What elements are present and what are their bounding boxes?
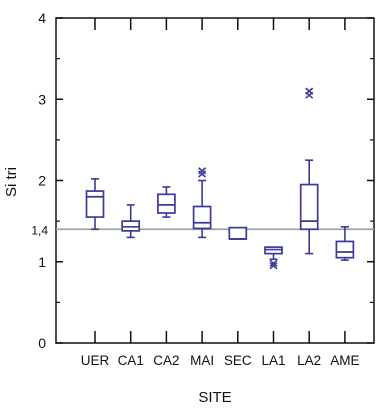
box-la2 [301, 88, 318, 254]
y-tick-label: 2 [38, 173, 46, 189]
x-tick-label: SEC [224, 353, 252, 368]
box-sec [229, 228, 246, 239]
box-la1 [265, 247, 282, 269]
y-tick-label: 1 [38, 254, 46, 270]
x-tick-label: AME [330, 353, 359, 368]
x-tick-label: CA2 [153, 353, 179, 368]
box-uer [87, 179, 104, 229]
y-tick-label: 0 [38, 335, 46, 351]
plot-area [56, 18, 374, 343]
iqr-box [194, 207, 211, 229]
reference-line-label: 1,4 [31, 223, 48, 237]
box-mai [194, 168, 211, 238]
y-axis-title: Si tri [3, 167, 20, 197]
outlier-point [306, 88, 313, 94]
outlier-point [199, 168, 206, 174]
box-ame [336, 227, 353, 260]
box-ca1 [122, 205, 139, 238]
x-tick-label: UER [81, 353, 110, 368]
y-tick-label: 4 [38, 10, 46, 26]
x-tick-label: MAI [190, 353, 214, 368]
iqr-box [301, 185, 318, 230]
iqr-box [87, 191, 104, 217]
x-tick-label: LA1 [261, 353, 285, 368]
iqr-box [336, 241, 353, 257]
x-tick-label: LA2 [297, 353, 321, 368]
iqr-box [158, 194, 175, 213]
box-ca2 [158, 187, 175, 217]
iqr-box [229, 228, 246, 239]
y-tick-label: 3 [38, 91, 46, 107]
x-tick-label: CA1 [118, 353, 144, 368]
x-axis-title: SITE [198, 389, 231, 406]
